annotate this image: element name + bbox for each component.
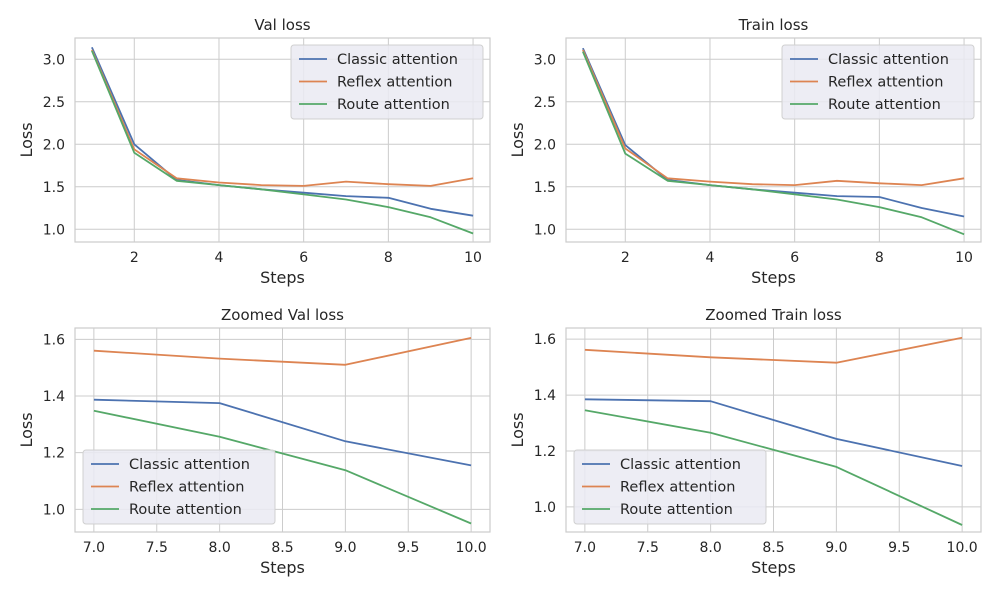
x-tick-label: 9.0 (825, 540, 847, 556)
chart-panel-3: 7.0 7.5 8.0 8.5 9.0 9.5 10.0 1.0 1.2 1.4 1.6 Zoomed… (17, 306, 491, 577)
legend-label: Route attention (337, 97, 450, 113)
y-axis-label: Loss (508, 122, 527, 157)
series-line (93, 337, 472, 366)
y-tick-label: 1.2 (43, 446, 65, 462)
x-tick-label: 9.5 (888, 540, 910, 556)
legend-label: Reflex attention (337, 75, 452, 91)
chart-title: Val loss (254, 16, 310, 34)
y-axis-label: Loss (17, 122, 36, 157)
series-line (584, 336, 963, 364)
series-line (91, 49, 474, 187)
x-tick-label: 7.5 (637, 540, 659, 556)
x-axis-label: Steps (260, 268, 305, 287)
x-axis-label: Steps (751, 558, 796, 577)
series-line (93, 398, 472, 467)
x-tick-label: 4 (706, 250, 715, 266)
x-axis-label: Steps (260, 558, 305, 577)
x-axis-label: Steps (751, 268, 796, 287)
x-tick-label: 8 (384, 250, 393, 266)
x-tick-label: 8.5 (271, 540, 293, 556)
legend-box (573, 449, 767, 525)
series-line (582, 51, 965, 236)
legend: Classic attention Reflex attention Route a… (290, 44, 484, 120)
x-tick-label: 8.0 (699, 540, 721, 556)
x-tick-label: 10.0 (947, 540, 978, 556)
legend-box (781, 44, 975, 120)
legend-label: Route attention (620, 502, 733, 518)
x-tick-label: 10 (955, 250, 973, 266)
legend-label: Classic attention (828, 52, 949, 68)
y-tick-label: 1.4 (534, 388, 556, 404)
legend-label: Classic attention (337, 52, 458, 68)
x-tick-label: 10 (464, 250, 482, 266)
x-tick-label: 8.0 (208, 540, 230, 556)
y-tick-label: 1.0 (43, 502, 65, 518)
y-tick-label: 1.0 (534, 500, 556, 516)
legend-box (290, 44, 484, 120)
x-tick-label: 10.0 (456, 540, 487, 556)
y-tick-label: 2.5 (534, 95, 556, 111)
legend-box (82, 449, 276, 525)
y-tick-label: 1.5 (534, 180, 556, 196)
legend-label: Classic attention (129, 457, 250, 473)
y-tick-label: 1.5 (43, 180, 65, 196)
chart-title: Zoomed Val loss (221, 306, 344, 324)
series-line (584, 398, 963, 467)
legend: Classic attention Reflex attention Route a… (82, 449, 276, 525)
y-tick-label: 3.0 (534, 52, 556, 68)
x-tick-label: 9.0 (334, 540, 356, 556)
x-tick-label: 7.0 (83, 540, 105, 556)
legend-label: Route attention (129, 502, 242, 518)
legend-label: Reflex attention (828, 75, 943, 91)
y-tick-label: 1.6 (534, 332, 556, 348)
y-tick-label: 2.0 (534, 137, 556, 153)
x-tick-label: 6 (790, 250, 799, 266)
y-tick-label: 1.0 (534, 222, 556, 238)
y-tick-label: 1.0 (43, 222, 65, 238)
legend-label: Reflex attention (129, 480, 244, 496)
series-line (584, 409, 963, 526)
y-axis-label: Loss (17, 412, 36, 447)
x-tick-label: 9.5 (397, 540, 419, 556)
series-line (582, 49, 965, 187)
legend: Classic attention Reflex attention Route a… (781, 44, 975, 120)
series-line (93, 409, 472, 525)
series-line (91, 50, 474, 235)
x-tick-label: 2 (621, 250, 630, 266)
x-tick-label: 7.0 (574, 540, 596, 556)
chart-title: Train loss (738, 16, 809, 34)
y-axis-label: Loss (508, 412, 527, 447)
legend-label: Classic attention (620, 457, 741, 473)
chart-panel-4: 7.0 7.5 8.0 8.5 9.0 9.5 10.0 1.0 1.2 1.4 1.6 Zoomed… (508, 306, 982, 577)
x-tick-label: 2 (130, 250, 139, 266)
y-tick-label: 2.5 (43, 95, 65, 111)
x-tick-label: 6 (299, 250, 308, 266)
chart-title: Zoomed Train loss (705, 306, 842, 324)
x-tick-label: 4 (215, 250, 224, 266)
chart-panel-1: 2 4 6 8 10 1.0 1.5 2.0 2.5 3.0 Val loss Steps Loss Cl… (17, 16, 491, 287)
y-tick-label: 3.0 (43, 52, 65, 68)
x-tick-label: 7.5 (146, 540, 168, 556)
chart-panel-2: 2 4 6 8 10 1.0 1.5 2.0 2.5 3.0 Train loss Steps Loss… (508, 16, 982, 287)
legend-label: Route attention (828, 97, 941, 113)
legend-label: Reflex attention (620, 480, 735, 496)
y-tick-label: 2.0 (43, 137, 65, 153)
y-tick-label: 1.6 (43, 332, 65, 348)
x-tick-label: 8 (875, 250, 884, 266)
y-tick-label: 1.4 (43, 389, 65, 405)
y-tick-label: 1.2 (534, 444, 556, 460)
legend: Classic attention Reflex attention Route a… (573, 449, 767, 525)
x-tick-label: 8.5 (762, 540, 784, 556)
